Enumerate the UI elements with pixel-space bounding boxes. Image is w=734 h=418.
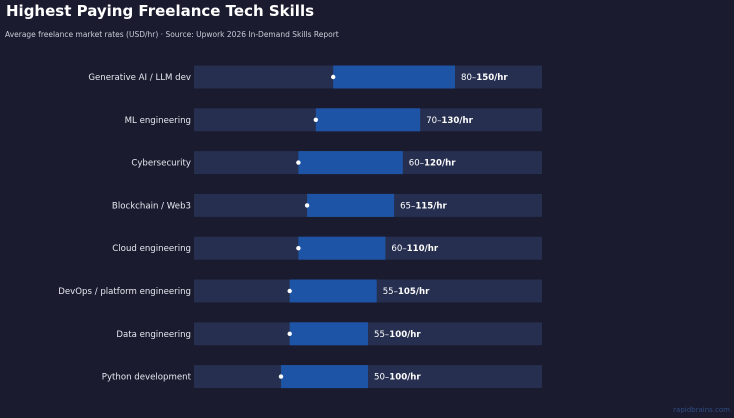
range-label-low: 55– <box>383 287 398 297</box>
chart-row: Cloud engineering 60–110/hr <box>112 236 542 260</box>
range-label-low: 50– <box>374 373 389 383</box>
range-label-low: 60– <box>391 244 406 254</box>
range-label: 80–150/hr <box>461 73 508 83</box>
chart-row: Data engineering 55–100/hr <box>116 322 542 346</box>
chart-row: Blockchain / Web3 65–115/hr <box>112 193 542 217</box>
chart-title: Highest Paying Freelance Tech Skills <box>6 2 315 20</box>
range-label-high: 120/hr <box>424 159 456 169</box>
low-marker <box>331 74 336 80</box>
range-bar <box>307 193 395 217</box>
range-label-high: 130/hr <box>441 116 473 126</box>
range-bar <box>333 65 455 89</box>
chart-row: ML engineering 70–130/hr <box>125 108 542 132</box>
range-bar <box>289 279 377 303</box>
range-label: 50–100/hr <box>374 373 421 383</box>
range-label-low: 55– <box>374 330 389 340</box>
category-label: Blockchain / Web3 <box>112 201 191 211</box>
range-label-low: 65– <box>400 201 415 211</box>
range-label-high: 100/hr <box>389 373 421 383</box>
category-label: Cybersecurity <box>131 159 191 169</box>
range-label: 55–105/hr <box>383 287 430 297</box>
range-label-high: 110/hr <box>407 244 439 254</box>
range-label: 65–115/hr <box>400 201 447 211</box>
low-marker <box>278 374 284 379</box>
category-label: Data engineering <box>116 330 191 340</box>
chart-row: Python development 50–100/hr <box>102 365 542 389</box>
chart-row: Generative AI / LLM dev 80–150/hr <box>88 65 542 89</box>
range-bar <box>281 365 368 389</box>
low-marker <box>296 246 301 251</box>
range-bar <box>315 108 421 132</box>
range-label-high: 115/hr <box>415 201 447 211</box>
range-label-high: 105/hr <box>398 287 430 297</box>
category-label: DevOps / platform engineering <box>58 287 191 297</box>
low-marker <box>296 160 301 165</box>
category-label: Python development <box>102 373 192 383</box>
range-label-high: 100/hr <box>389 330 421 340</box>
chart-row: DevOps / platform engineering 55–105/hr <box>58 279 542 303</box>
low-marker <box>313 117 318 123</box>
chart-row: Cybersecurity 60–120/hr <box>131 151 542 175</box>
range-label: 60–120/hr <box>409 159 456 169</box>
range-label: 70–130/hr <box>426 116 473 126</box>
category-label: Cloud engineering <box>112 244 191 254</box>
range-bar <box>298 151 403 175</box>
range-bar <box>289 322 368 346</box>
low-marker <box>287 331 292 336</box>
low-marker <box>287 288 292 294</box>
watermark: rapidbrains.com <box>673 406 730 414</box>
range-label-low: 60– <box>409 159 424 169</box>
range-label: 55–100/hr <box>374 330 421 340</box>
category-label: Generative AI / LLM dev <box>88 73 191 83</box>
category-label: ML engineering <box>125 116 191 126</box>
range-label-low: 80– <box>461 73 476 83</box>
low-marker <box>304 203 310 208</box>
range-label: 60–110/hr <box>391 244 438 254</box>
range-label-high: 150/hr <box>476 73 508 83</box>
range-label-low: 70– <box>426 116 441 126</box>
chart-subtitle: Average freelance market rates (USD/hr) … <box>5 30 339 39</box>
range-bar <box>298 236 386 260</box>
